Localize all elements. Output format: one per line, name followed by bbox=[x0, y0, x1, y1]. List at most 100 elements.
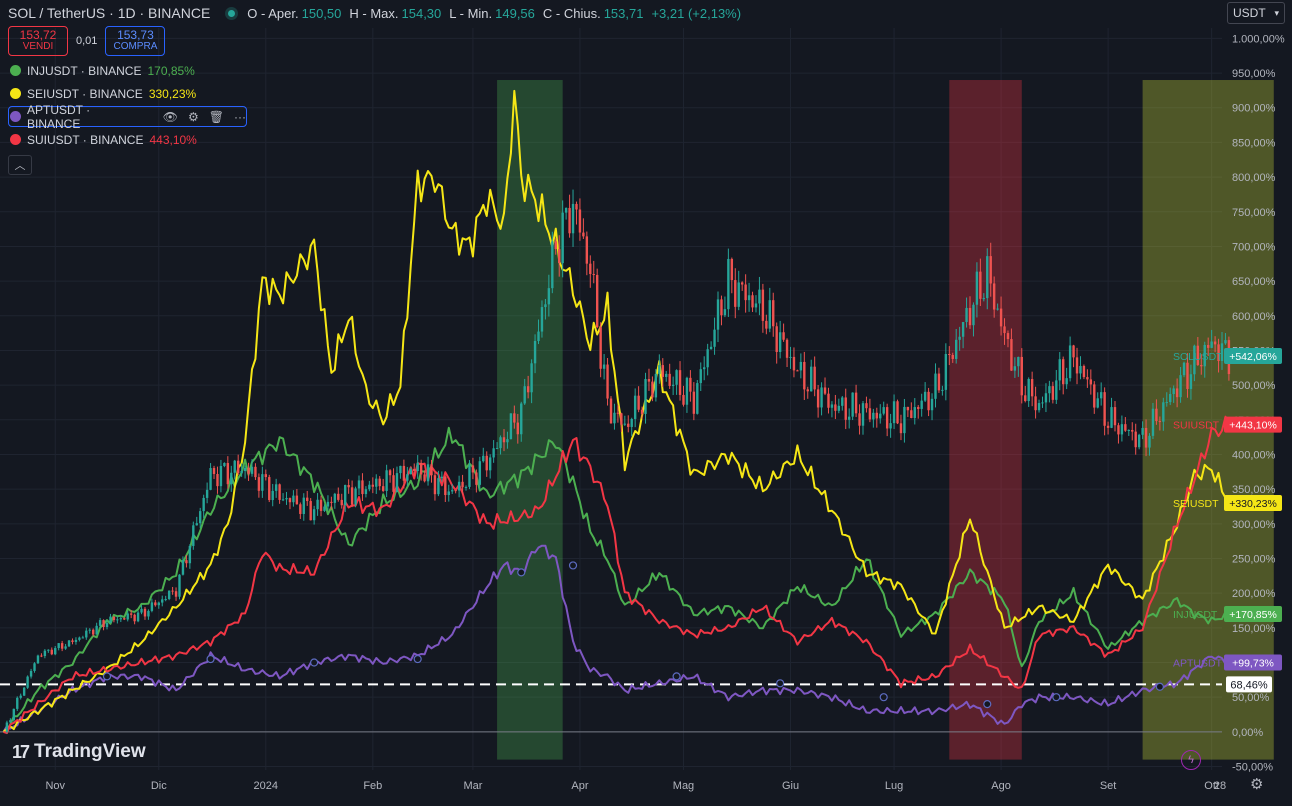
candle-body bbox=[1103, 392, 1106, 426]
candle-body bbox=[188, 545, 192, 564]
candle-body bbox=[961, 322, 965, 337]
highlight-zone bbox=[949, 80, 1022, 760]
candle-body bbox=[392, 475, 395, 492]
candle-body bbox=[854, 392, 858, 414]
candle-body bbox=[875, 412, 879, 419]
more-icon[interactable]: ··· bbox=[234, 109, 246, 124]
symbol-logo-icon bbox=[10, 134, 21, 145]
y-tick-label: -50,00% bbox=[1232, 762, 1273, 774]
trash-icon[interactable]: 🗑 bbox=[208, 109, 224, 124]
y-tick-label: 500,00% bbox=[1232, 380, 1276, 392]
candle-body bbox=[202, 497, 205, 512]
candle-body bbox=[1120, 424, 1124, 435]
y-tick-label: 250,00% bbox=[1232, 553, 1276, 565]
candle-body bbox=[16, 697, 19, 709]
x-tick-label: Giu bbox=[782, 780, 799, 792]
candle-body bbox=[917, 407, 920, 409]
candle-body bbox=[60, 643, 64, 649]
y-tick-label: 600,00% bbox=[1232, 311, 1276, 323]
currency-value: USDT bbox=[1233, 6, 1266, 20]
candle-body bbox=[288, 498, 292, 503]
candle-body bbox=[720, 299, 723, 316]
y-tick-label: 0,00% bbox=[1232, 727, 1263, 739]
candle-body bbox=[343, 485, 347, 506]
candle-body bbox=[785, 339, 789, 358]
candle-body bbox=[1068, 345, 1072, 379]
candle-body bbox=[1082, 365, 1086, 378]
candle-body bbox=[92, 629, 95, 635]
compare-symbol-row[interactable]: INJUSDT · BINANCE 170,85% bbox=[8, 59, 749, 82]
candle-body bbox=[147, 610, 150, 617]
settings-icon[interactable]: ⚙ bbox=[188, 109, 199, 124]
eye-icon[interactable]: 👁 bbox=[162, 109, 178, 124]
candle-body bbox=[1210, 341, 1213, 348]
candle-body bbox=[309, 501, 312, 521]
ohlc-value: 150,50 bbox=[301, 5, 342, 21]
candle-body bbox=[295, 495, 299, 505]
candle-body bbox=[426, 464, 430, 482]
y-tick-label: 50,00% bbox=[1232, 692, 1270, 704]
candle-body bbox=[440, 476, 444, 479]
candle-body bbox=[174, 591, 178, 597]
symbol-title[interactable]: SOL / TetherUS · 1D · BINANCE bbox=[8, 5, 211, 21]
candle-body bbox=[98, 620, 102, 626]
candle-body bbox=[547, 288, 551, 305]
candle-body bbox=[1079, 365, 1082, 374]
x-tick-label: Nov bbox=[45, 780, 65, 792]
candle-body bbox=[219, 465, 223, 487]
candle-body bbox=[554, 241, 557, 250]
candle-body bbox=[564, 207, 568, 213]
series-end-badge bbox=[1224, 495, 1282, 512]
compare-symbol-row[interactable]: SEIUSDT · BINANCE 330,23% bbox=[8, 82, 749, 105]
candle-body bbox=[1048, 386, 1051, 394]
series-end-name: SOLUSDT bbox=[1173, 351, 1223, 363]
series-end-value: +443,10% bbox=[1229, 420, 1277, 432]
sell-label: VENDI bbox=[22, 41, 54, 52]
candle-body bbox=[830, 404, 834, 408]
candle-body bbox=[989, 256, 992, 284]
candle-body bbox=[29, 670, 33, 677]
candle-body bbox=[709, 346, 713, 350]
candle-body bbox=[178, 574, 181, 597]
candle-body bbox=[430, 464, 433, 476]
candle-body bbox=[150, 602, 154, 611]
candle-body bbox=[892, 401, 896, 424]
candle-body bbox=[482, 455, 485, 462]
market-status-icon bbox=[228, 9, 236, 17]
series-end-badge bbox=[1224, 605, 1282, 622]
tradingview-logo[interactable]: 17 TradingView bbox=[12, 741, 146, 763]
candle-body bbox=[858, 413, 861, 426]
candle-body bbox=[1158, 421, 1162, 423]
candle-body bbox=[19, 695, 22, 698]
logo-text: TradingView bbox=[34, 741, 146, 762]
settings-gear-icon[interactable]: ⚙ bbox=[1250, 776, 1264, 793]
candle-body bbox=[1013, 366, 1017, 371]
buy-label: COMPRA bbox=[113, 41, 158, 52]
candle-body bbox=[1165, 402, 1168, 404]
candle-body bbox=[761, 289, 765, 321]
candle-body bbox=[889, 423, 892, 429]
lightning-icon[interactable]: ϟ bbox=[1181, 750, 1201, 770]
compare-symbol-row[interactable]: SUIUSDT · BINANCE 443,10% bbox=[8, 128, 749, 151]
candle-body bbox=[416, 462, 419, 471]
x-tick-label: Ago bbox=[991, 780, 1011, 792]
candle-body bbox=[868, 408, 872, 420]
candle-body bbox=[1189, 374, 1193, 389]
currency-select[interactable]: USDT ▾ bbox=[1227, 2, 1285, 24]
candle-body bbox=[1148, 435, 1151, 448]
candle-body bbox=[167, 590, 171, 600]
compare-symbol-row[interactable]: APTUSDT · BINANCE 👁 ⚙ 🗑 ··· bbox=[8, 103, 247, 131]
candle-body bbox=[623, 423, 627, 425]
x-tick-label: Mag bbox=[673, 780, 694, 792]
candle-body bbox=[54, 648, 57, 655]
candle-body bbox=[437, 478, 440, 495]
collapse-legend-button[interactable]: ︿ bbox=[8, 155, 32, 175]
ohlc-values: O - Aper. 150,50 H - Max. 154,30 L - Min. 149… bbox=[247, 6, 749, 21]
candle-body bbox=[388, 470, 392, 476]
buy-button[interactable]: 153,73 COMPRA bbox=[105, 26, 166, 56]
sell-button[interactable]: 153,72 VENDI bbox=[8, 26, 68, 56]
candle-body bbox=[937, 373, 941, 391]
apt-event-marker bbox=[1052, 693, 1061, 702]
